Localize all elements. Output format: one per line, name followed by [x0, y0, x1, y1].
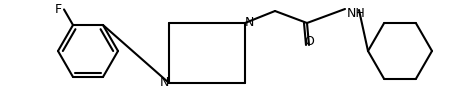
Text: N: N — [160, 76, 169, 90]
Text: NH: NH — [347, 7, 366, 20]
Text: N: N — [245, 17, 255, 29]
Text: F: F — [55, 3, 62, 16]
Text: O: O — [304, 35, 314, 48]
